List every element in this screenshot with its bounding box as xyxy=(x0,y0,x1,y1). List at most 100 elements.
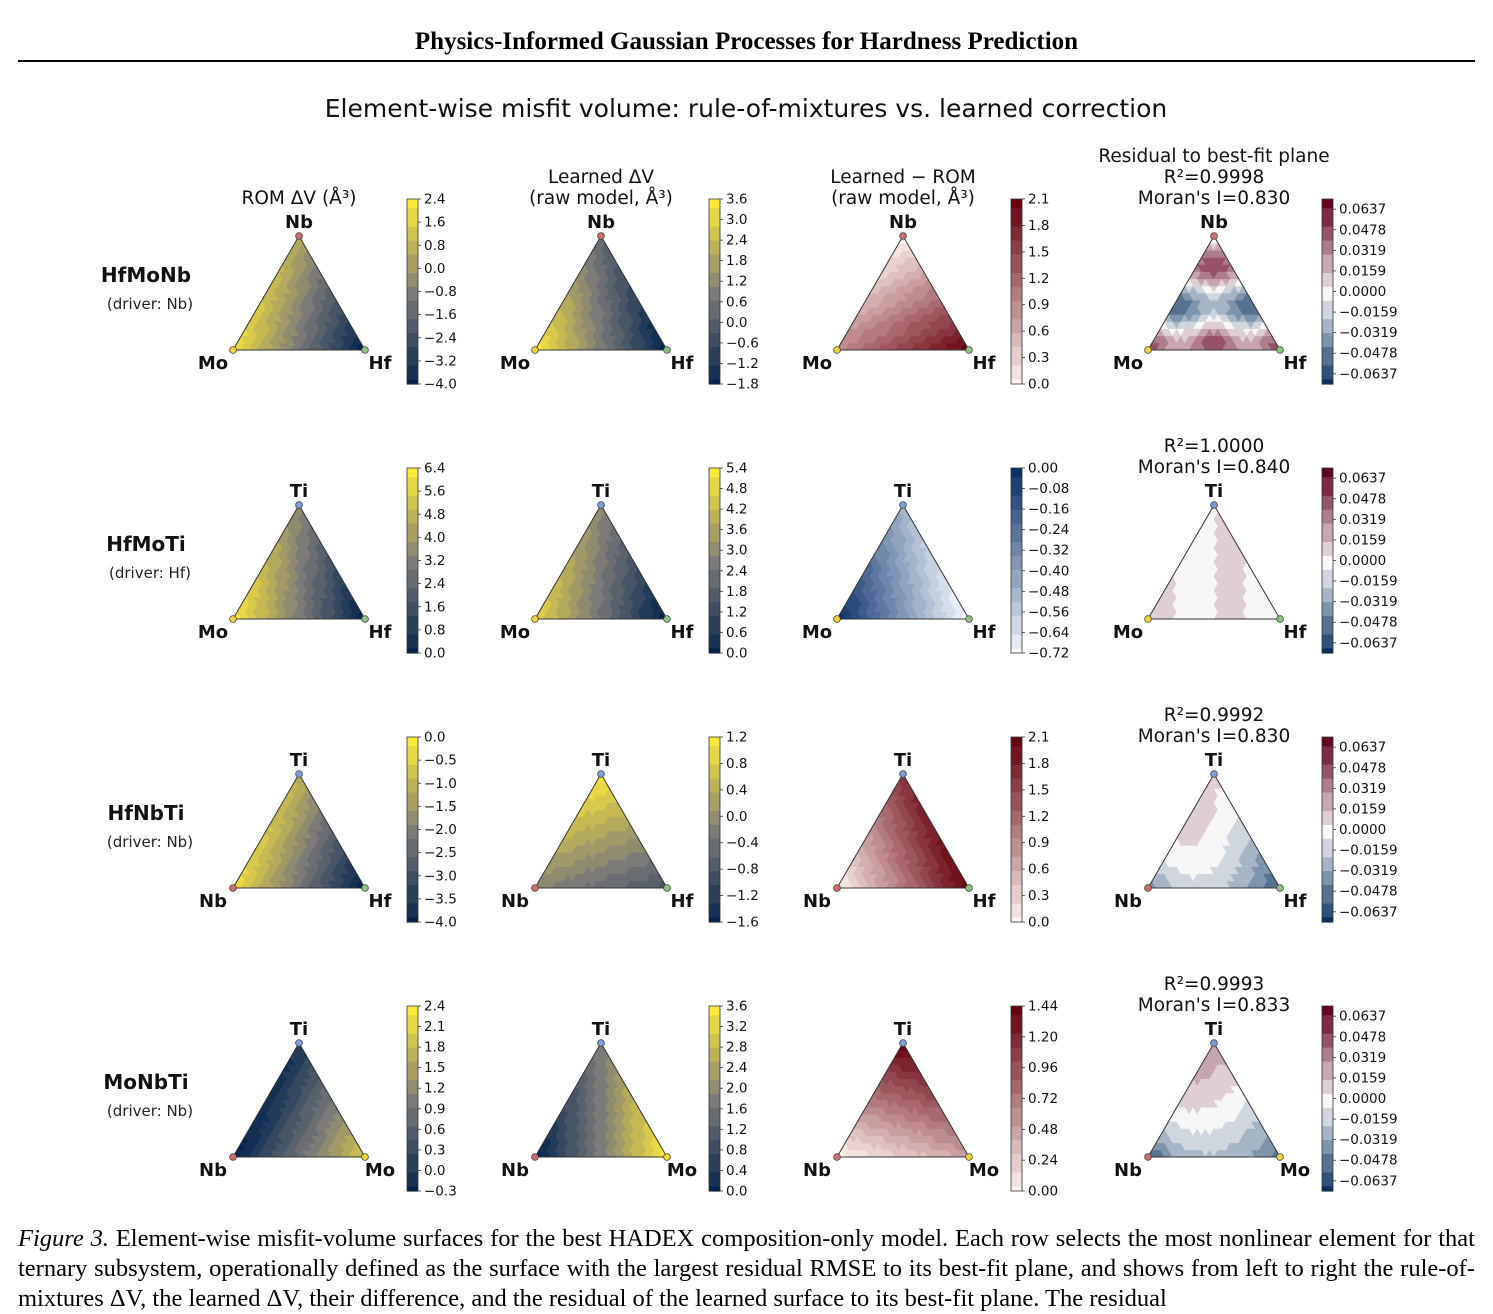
colorbar-segment xyxy=(709,1057,720,1062)
colorbar-segment xyxy=(407,797,418,802)
colorbar-segment xyxy=(407,468,418,473)
colorbar-segment xyxy=(407,561,418,566)
colorbar-segment xyxy=(1011,1108,1022,1113)
colorbar-segment xyxy=(1322,876,1333,881)
colorbar-segment xyxy=(1322,264,1333,269)
colorbar-segment xyxy=(709,565,720,570)
colorbar-segment xyxy=(1322,208,1333,213)
vertex-marker-left xyxy=(532,1154,539,1161)
colorbar-segment xyxy=(709,1145,720,1150)
colorbar-segment xyxy=(709,241,720,246)
vertex-marker-left xyxy=(230,1154,237,1161)
panel-title-line: Moran's I=0.830 xyxy=(1138,188,1290,209)
colorbar-segment xyxy=(709,760,720,765)
colorbar-segment xyxy=(1322,774,1333,779)
colorbar-segment xyxy=(407,843,418,848)
colorbar-segment xyxy=(1322,231,1333,236)
vertex-marker-left xyxy=(834,347,841,354)
colorbar-tick-label: −0.64 xyxy=(1028,625,1069,641)
colorbar-segment xyxy=(709,468,720,473)
colorbar-segment xyxy=(1322,867,1333,872)
colorbar-segment xyxy=(1011,1089,1022,1094)
colorbar-segment xyxy=(1322,602,1333,607)
colorbar-segment xyxy=(709,227,720,232)
colorbar-segment xyxy=(1322,756,1333,761)
colorbar-segment xyxy=(1011,593,1022,598)
vertex-label-top: Nb xyxy=(285,212,313,233)
colorbar-segment xyxy=(1011,208,1022,213)
colorbar-segment xyxy=(1011,611,1022,616)
colorbar-segment xyxy=(709,1006,720,1011)
colorbar-segment xyxy=(709,1103,720,1108)
colorbar-segment xyxy=(709,273,720,278)
colorbar-segment xyxy=(709,547,720,552)
colorbar-segment xyxy=(1322,830,1333,835)
colorbar-segment xyxy=(407,231,418,236)
colorbar-segment xyxy=(1322,843,1333,848)
colorbar-segment xyxy=(709,268,720,273)
colorbar-segment xyxy=(1011,1103,1022,1108)
colorbar-tick-label: 1.2 xyxy=(1028,809,1049,825)
colorbar-segment xyxy=(709,1117,720,1122)
vertex-marker-left xyxy=(1145,347,1152,354)
vertex-label-right: Hf xyxy=(369,891,392,912)
vertex-marker-right xyxy=(966,347,973,354)
colorbar-segment xyxy=(407,296,418,301)
colorbar-tick-label: 0.6 xyxy=(1028,324,1049,340)
colorbar-segment xyxy=(1011,218,1022,223)
colorbar-segment xyxy=(1011,468,1022,473)
colorbar-segment xyxy=(709,913,720,918)
colorbar-segment xyxy=(709,1038,720,1043)
colorbar-segment xyxy=(407,588,418,593)
colorbar-segment xyxy=(709,259,720,264)
colorbar-segment xyxy=(1322,635,1333,640)
colorbar-tick-label: 0.00 xyxy=(1028,461,1058,477)
colorbar-segment xyxy=(1011,500,1022,505)
colorbar-segment xyxy=(1322,287,1333,292)
colorbar-segment xyxy=(407,746,418,751)
colorbar-segment xyxy=(407,811,418,816)
colorbar-segment xyxy=(1011,816,1022,821)
row-driver-label: (driver: Nb) xyxy=(107,295,193,313)
colorbar-segment xyxy=(407,514,418,519)
colorbar-segment xyxy=(1011,1006,1022,1011)
vertex-label-right: Hf xyxy=(973,622,996,643)
colorbar-tick-label: 0.8 xyxy=(424,238,445,254)
colorbar-tick-label: 0.0 xyxy=(726,809,747,825)
colorbar-segment xyxy=(1011,477,1022,482)
colorbar-segment xyxy=(407,268,418,273)
colorbar-segment xyxy=(709,1011,720,1016)
colorbar-segment xyxy=(1011,1173,1022,1178)
colorbar-segment xyxy=(709,199,720,204)
colorbar-segment xyxy=(407,324,418,329)
colorbar-tick-label: 2.4 xyxy=(424,192,445,208)
colorbar-segment xyxy=(407,487,418,492)
colorbar-segment xyxy=(1011,204,1022,209)
colorbar-segment xyxy=(1011,1038,1022,1043)
vertex-marker-left xyxy=(834,616,841,623)
colorbar-segment xyxy=(1322,496,1333,501)
colorbar-tick-label: 0.0159 xyxy=(1339,801,1386,817)
colorbar-segment xyxy=(1322,218,1333,223)
colorbar-segment xyxy=(1322,551,1333,556)
colorbar-segment xyxy=(407,208,418,213)
colorbar-segment xyxy=(709,218,720,223)
colorbar-segment xyxy=(1322,899,1333,904)
colorbar-segment xyxy=(407,765,418,770)
colorbar-segment xyxy=(1322,542,1333,547)
colorbar-segment xyxy=(407,315,418,320)
colorbar-segment xyxy=(407,1020,418,1025)
colorbar-segment xyxy=(407,1099,418,1104)
vertex-marker-left xyxy=(1145,616,1152,623)
colorbar-segment xyxy=(709,867,720,872)
colorbar-segment xyxy=(709,315,720,320)
colorbar-segment xyxy=(407,227,418,232)
colorbar-segment xyxy=(1011,556,1022,561)
colorbar-tick-label: 1.20 xyxy=(1028,1029,1058,1045)
colorbar-tick-label: 2.0 xyxy=(726,1081,747,1097)
colorbar-segment xyxy=(709,598,720,603)
colorbar-segment xyxy=(407,491,418,496)
colorbar-segment xyxy=(709,245,720,250)
